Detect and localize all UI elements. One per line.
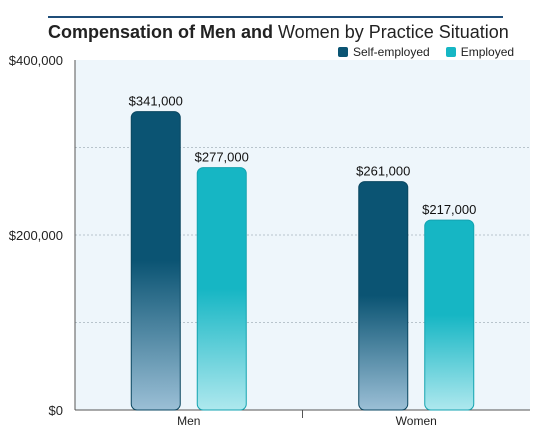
data-label: $341,000: [129, 94, 183, 109]
title-rest: Women by Practice Situation: [278, 22, 509, 42]
bar-employed-women: [424, 219, 475, 411]
chart-title: Compensation of Men and Women by Practic…: [48, 16, 509, 43]
bar-self-employed-women: [358, 181, 409, 411]
x-tick-label: Women: [396, 414, 437, 428]
data-label: $217,000: [422, 202, 476, 217]
legend-label-employed: Employed: [460, 45, 515, 59]
legend-swatch-employed: [445, 47, 456, 57]
legend-swatch-self-employed: [338, 47, 348, 57]
y-tick-label: $400,000: [9, 53, 63, 68]
bar-employed-men: [196, 167, 247, 411]
y-tick-label: $0: [49, 403, 63, 418]
bar-self-employed-men: [130, 111, 181, 411]
title-rule: [48, 16, 503, 18]
data-label: $277,000: [195, 150, 249, 165]
legend-item-self-employed: Self-employed: [338, 45, 430, 59]
y-tick-label: $200,000: [9, 228, 63, 243]
legend-item-employed: Employed: [445, 45, 515, 59]
data-label: $261,000: [356, 164, 410, 179]
legend-label-self-employed: Self-employed: [353, 45, 430, 59]
x-tick-label: Men: [177, 414, 200, 428]
title-bold: Compensation of Men and: [48, 22, 273, 42]
legend: Self-employed Employed: [338, 45, 514, 59]
